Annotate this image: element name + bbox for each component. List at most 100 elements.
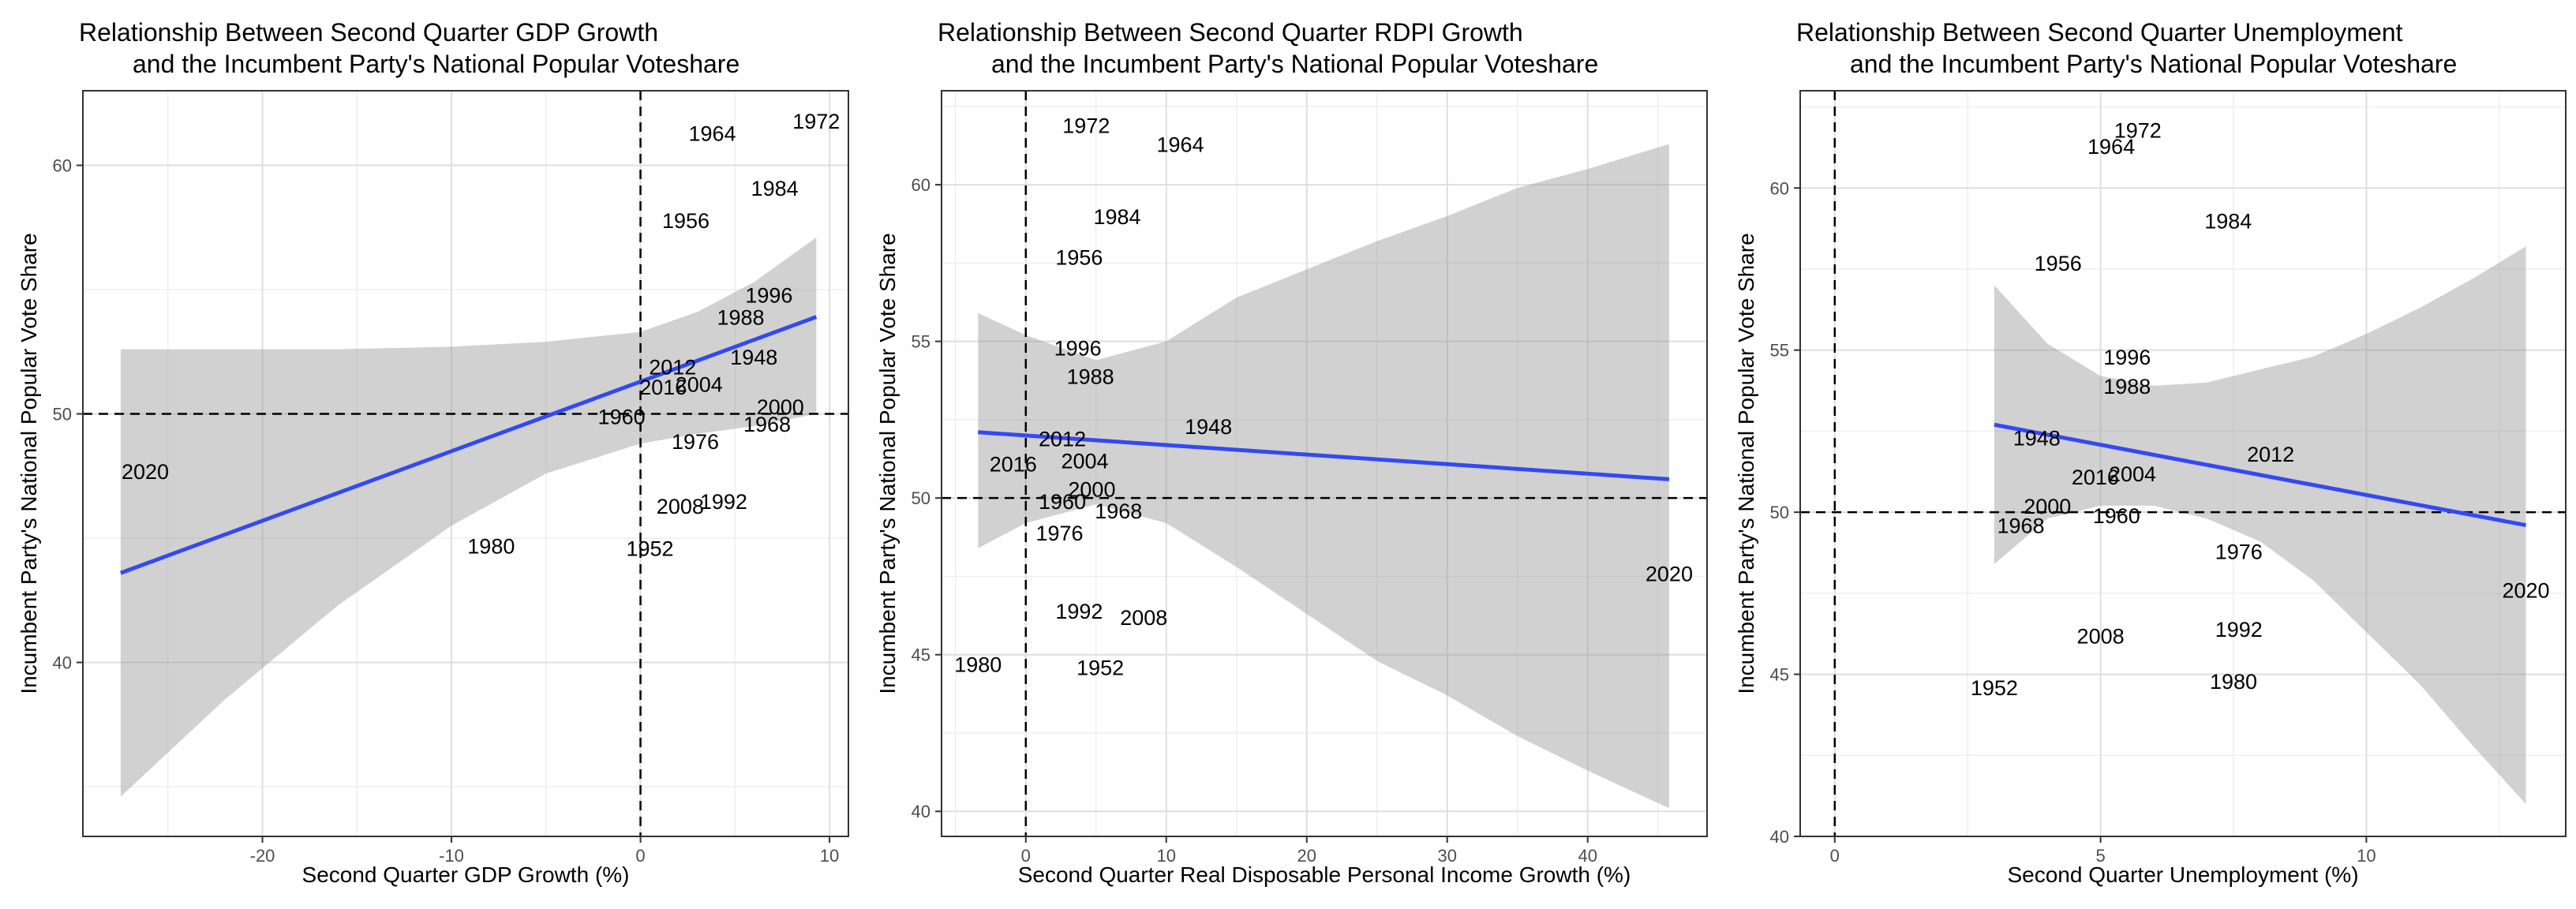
point-label-1976: 1976: [1035, 522, 1083, 545]
point-label-1968: 1968: [743, 413, 791, 436]
point-label-1992: 1992: [1055, 600, 1103, 623]
y-axis-label: Incumbent Party's National Popular Vote …: [875, 233, 900, 694]
point-label-1980: 1980: [2210, 670, 2257, 694]
unemployment-panel: Relationship Between Second Quarter Unem…: [1717, 0, 2576, 909]
x-tick-label: 10: [2357, 846, 2376, 866]
confidence-band: [1994, 246, 2526, 804]
point-label-2000: 2000: [2024, 495, 2071, 518]
point-label-1964: 1964: [1157, 133, 1204, 157]
point-label-1972: 1972: [1062, 114, 1110, 138]
point-label-1948: 1948: [730, 346, 777, 369]
gdp-growth-panel: Relationship Between Second Quarter GDP …: [0, 0, 859, 909]
y-tick-label: 45: [912, 645, 930, 665]
point-label-2000: 2000: [1068, 477, 1115, 501]
rdpi-growth-panel: Relationship Between Second Quarter RDPI…: [859, 0, 1717, 909]
point-label-1952: 1952: [1076, 656, 1124, 680]
plot-border: [1799, 90, 2567, 837]
point-label-1952: 1952: [626, 537, 673, 561]
point-label-1968: 1968: [1998, 514, 2045, 538]
point-label-2020: 2020: [122, 460, 169, 484]
point-label-1984: 1984: [2204, 209, 2252, 233]
chart-title-line-2: and the Incumbent Party's National Popul…: [991, 50, 1598, 78]
point-label-2004: 2004: [676, 373, 723, 397]
chart-title-line-2: and the Incumbent Party's National Popul…: [1850, 50, 2457, 78]
point-label-1968: 1968: [1095, 499, 1142, 523]
point-label-2004: 2004: [1061, 450, 1109, 473]
point-label-1952: 1952: [1971, 676, 2018, 700]
chart-svg: Relationship Between Second Quarter RDPI…: [875, 18, 1708, 887]
point-label-1956: 1956: [1055, 245, 1103, 269]
point-label-1992: 1992: [700, 490, 747, 514]
point-label-1984: 1984: [751, 177, 799, 200]
point-label-1960: 1960: [598, 406, 646, 429]
point-label-1956: 1956: [662, 209, 710, 233]
point-label-1988: 1988: [1067, 365, 1114, 388]
x-tick-label: -10: [439, 846, 464, 866]
point-label-1972: 1972: [2114, 118, 2162, 142]
y-tick-label: 50: [53, 405, 72, 425]
chart-title-line-1: Relationship Between Second Quarter RDPI…: [938, 18, 1523, 47]
y-axis-label: Incumbent Party's National Popular Vote …: [1734, 233, 1758, 694]
x-tick-label: 20: [1297, 846, 1316, 866]
x-tick-label: 0: [1830, 846, 1840, 866]
point-label-2020: 2020: [1646, 562, 1693, 585]
y-tick-label: 60: [53, 156, 72, 176]
plot-border: [82, 90, 849, 837]
y-axis-label: Incumbent Party's National Popular Vote …: [17, 233, 41, 694]
x-tick-label: 10: [1157, 846, 1176, 866]
point-label-1976: 1976: [672, 430, 719, 454]
y-tick-label: 60: [1770, 178, 1789, 198]
y-tick-label: 40: [912, 802, 930, 821]
y-tick-label: 40: [1770, 827, 1789, 847]
point-label-2008: 2008: [1120, 606, 1167, 630]
x-tick-label: 10: [820, 846, 839, 866]
y-tick-label: 40: [53, 653, 72, 673]
chart-svg: Relationship Between Second Quarter Unem…: [1734, 18, 2567, 887]
point-label-2012: 2012: [649, 356, 696, 380]
x-tick-label: 0: [635, 846, 645, 866]
point-label-2016: 2016: [2072, 466, 2119, 489]
x-axis-label: Second Quarter Unemployment (%): [2007, 862, 2358, 887]
y-tick-label: 45: [1770, 665, 1789, 685]
point-label-1956: 1956: [2035, 252, 2082, 275]
y-tick-label: 55: [1770, 341, 1789, 361]
point-label-1948: 1948: [1185, 415, 1232, 439]
chart-title-line-1: Relationship Between Second Quarter Unem…: [1796, 18, 2403, 47]
regression-line: [1994, 422, 2526, 528]
regression-line: [978, 430, 1670, 481]
point-label-2012: 2012: [2247, 443, 2294, 466]
x-tick-label: 0: [1021, 846, 1031, 866]
plot-border: [941, 90, 1708, 837]
x-tick-label: -20: [250, 846, 275, 866]
confidence-band: [120, 237, 817, 797]
x-tick-label: 30: [1437, 846, 1456, 866]
point-label-2008: 2008: [2077, 624, 2125, 648]
point-label-1980: 1980: [954, 653, 1002, 677]
point-label-1996: 1996: [1054, 337, 1102, 361]
chart-svg: Relationship Between Second Quarter GDP …: [17, 18, 849, 887]
chart-title-line-1: Relationship Between Second Quarter GDP …: [79, 18, 658, 47]
point-label-1960: 1960: [2093, 504, 2140, 528]
y-tick-label: 60: [912, 175, 930, 195]
point-label-1984: 1984: [1093, 205, 1140, 229]
y-tick-label: 50: [1770, 503, 1789, 522]
point-label-1948: 1948: [2013, 427, 2061, 451]
chart-title-line-2: and the Incumbent Party's National Popul…: [133, 50, 739, 78]
point-label-1972: 1972: [792, 110, 840, 133]
confidence-band: [978, 144, 1669, 809]
x-axis-label: Second Quarter Real Disposable Personal …: [1018, 862, 1631, 887]
point-label-1980: 1980: [467, 534, 515, 558]
point-label-2000: 2000: [757, 395, 804, 419]
x-axis-label: Second Quarter GDP Growth (%): [302, 862, 630, 887]
point-label-2004: 2004: [2109, 462, 2156, 486]
y-tick-label: 50: [912, 488, 930, 508]
point-label-1988: 1988: [717, 306, 764, 330]
point-label-1996: 1996: [745, 283, 792, 307]
point-label-1996: 1996: [2103, 346, 2151, 369]
point-label-2016: 2016: [639, 376, 687, 399]
x-tick-label: 40: [1578, 846, 1597, 866]
y-tick-label: 55: [912, 332, 930, 352]
point-label-2008: 2008: [657, 495, 704, 518]
point-label-1988: 1988: [2103, 375, 2151, 398]
